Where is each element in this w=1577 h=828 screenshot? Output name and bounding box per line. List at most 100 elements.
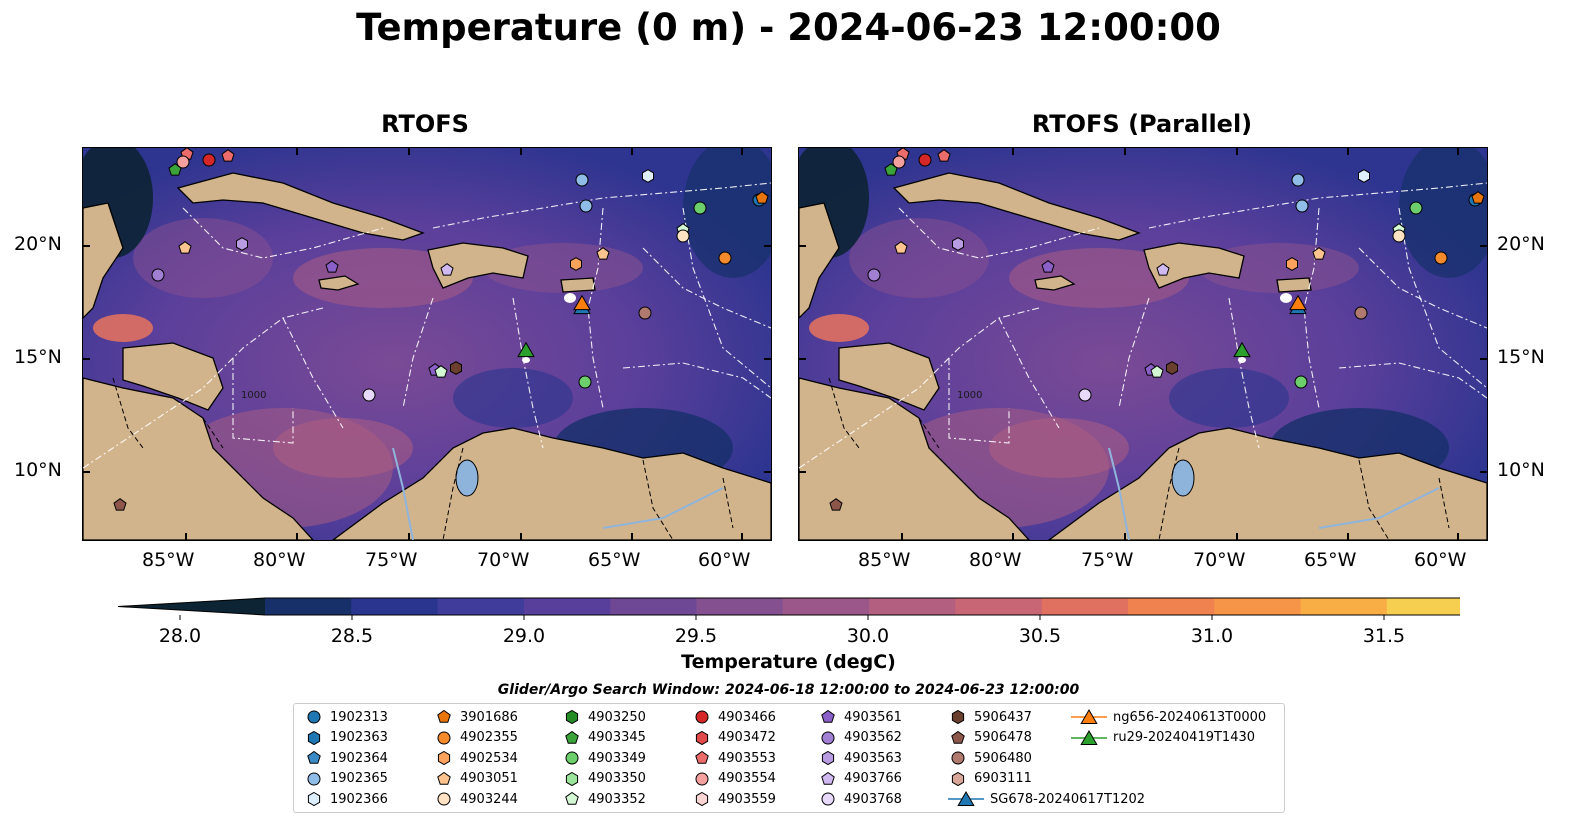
marker-circle: [1291, 173, 1305, 187]
marker-pentagon: [440, 263, 454, 276]
legend-label: 4903768: [844, 791, 902, 807]
marker-triangle: [517, 341, 535, 358]
legend-item: 4903051: [434, 769, 518, 789]
legend-swatch-hexagon-icon: [307, 730, 321, 745]
marker-circle: [1295, 199, 1309, 213]
marker-pentagon: [894, 241, 908, 254]
marker-pentagon: [1156, 263, 1170, 276]
marker-hexagon: [642, 169, 654, 183]
warm-anomaly: [809, 314, 869, 342]
marker-pentagon: [178, 241, 192, 254]
lon-tick-75w-right: 75°W: [1081, 549, 1134, 571]
landmass: [427, 242, 529, 289]
lon-tick-75w-left: 75°W: [365, 549, 418, 571]
legend-swatch-hexagon-icon: [951, 709, 965, 725]
legend-label: 4903345: [588, 730, 646, 745]
cool-anomaly: [1399, 148, 1487, 278]
legend-item: 1902366: [304, 789, 388, 809]
glider-track: [522, 357, 530, 363]
legend-label: 4903350: [588, 771, 646, 786]
colorbar-tick: 30.5: [1019, 625, 1061, 647]
eez-boundary: [432, 182, 771, 229]
lat-tick-15n-right: 15°N: [1497, 346, 1545, 368]
legend-label: 1902363: [330, 730, 388, 745]
search-window-text: Glider/Argo Search Window: 2024-06-18 12…: [497, 682, 1080, 698]
colorbar-tick: 30.0: [847, 625, 889, 647]
landmass: [83, 202, 124, 319]
map-panel-rtofs-parallel: 1000: [798, 147, 1488, 541]
country-border: [112, 377, 144, 449]
marker-pentagon: [434, 365, 448, 378]
marker-pentagon: [221, 149, 235, 162]
legend-label: 1902364: [330, 750, 388, 766]
eez-boundary: [642, 247, 771, 329]
legend-swatch-hexagon-icon: [565, 771, 579, 786]
lon-tick-85w-right: 85°W: [858, 549, 911, 571]
colorbar-bin: [782, 598, 870, 615]
colorbar-bin: [1128, 598, 1215, 615]
eez-boundary: [282, 317, 344, 429]
legend-item: 4903349: [562, 748, 646, 768]
legend-item: 6903111: [948, 769, 1032, 789]
legend: 1902313 1902363 1902364 1902365 1902366 39016…: [293, 703, 1285, 813]
country-border: [642, 459, 674, 540]
legend-swatch-hexagon-icon: [821, 750, 835, 766]
marker-circle: [892, 155, 906, 169]
legend-swatch-circle-icon: [695, 710, 709, 724]
country-border: [1438, 477, 1450, 529]
legend-item: 1902364: [304, 748, 388, 768]
landmass: [1034, 275, 1076, 291]
legend-swatch-hexagon-icon: [565, 709, 579, 725]
colorbar-bin: [610, 598, 697, 615]
marker-circle: [1434, 251, 1448, 265]
legend-swatch-circle-icon: [565, 751, 579, 765]
marker-circle: [362, 388, 376, 402]
marker-circle: [1409, 201, 1423, 215]
legend-item: 4903250: [562, 707, 646, 727]
legend-swatch-pentagon-icon: [437, 771, 451, 785]
colorbar-bin: [1386, 598, 1460, 615]
marker-pentagon: [755, 191, 769, 204]
legend-label: ng656-20240613T0000: [1113, 709, 1267, 725]
legend-label: 1902313: [330, 709, 388, 725]
marker-pentagon: [596, 247, 610, 260]
warm-anomaly: [293, 248, 473, 308]
colorbar-tick: 31.0: [1191, 625, 1233, 647]
legend-item: 5906437: [948, 707, 1032, 727]
legend-swatch-pentagon-icon: [565, 791, 579, 805]
colorbar-bin: [523, 598, 611, 615]
legend-label: 3901686: [460, 709, 518, 725]
map-panel-rtofs: 1000: [82, 147, 772, 541]
marker-hexagon: [1286, 257, 1298, 271]
marker-circle: [1078, 388, 1092, 402]
eez-boundary: [1118, 297, 1150, 409]
legend-swatch-pentagon-icon: [695, 750, 709, 764]
legend-swatch-circle-icon: [821, 792, 835, 806]
river: [1318, 487, 1440, 529]
marker-hexagon: [1358, 169, 1370, 183]
legend-label: 4903349: [588, 750, 646, 766]
legend-item: 1902313: [304, 707, 388, 727]
legend-item: 4903466: [692, 707, 776, 727]
river: [602, 487, 724, 529]
legend-label: 4903250: [588, 709, 646, 725]
legend-swatch-pentagon-icon: [437, 709, 451, 723]
marker-triangle: [1289, 294, 1307, 311]
legend-item: ng656-20240613T0000: [1071, 707, 1266, 727]
legend-item: 4902534: [434, 748, 518, 768]
landmass: [1047, 427, 1487, 540]
legend-item: 4902355: [434, 728, 518, 748]
marker-hexagon: [1166, 361, 1178, 375]
marker-pentagon: [884, 163, 898, 176]
marker-pentagon: [1150, 365, 1164, 378]
colorbar-swatches: [117, 597, 1460, 620]
marker-circle: [1354, 306, 1368, 320]
lat-tick-10n-right: 10°N: [1497, 459, 1545, 481]
legend-swatch-pentagon-icon: [951, 730, 965, 744]
marker-circle: [151, 268, 165, 282]
lon-tick-80w-right: 80°W: [969, 549, 1022, 571]
legend-item: 5906478: [948, 728, 1032, 748]
warm-anomaly: [1009, 248, 1189, 308]
warm-anomaly: [273, 418, 413, 478]
colorbar-bin: [955, 598, 1043, 615]
